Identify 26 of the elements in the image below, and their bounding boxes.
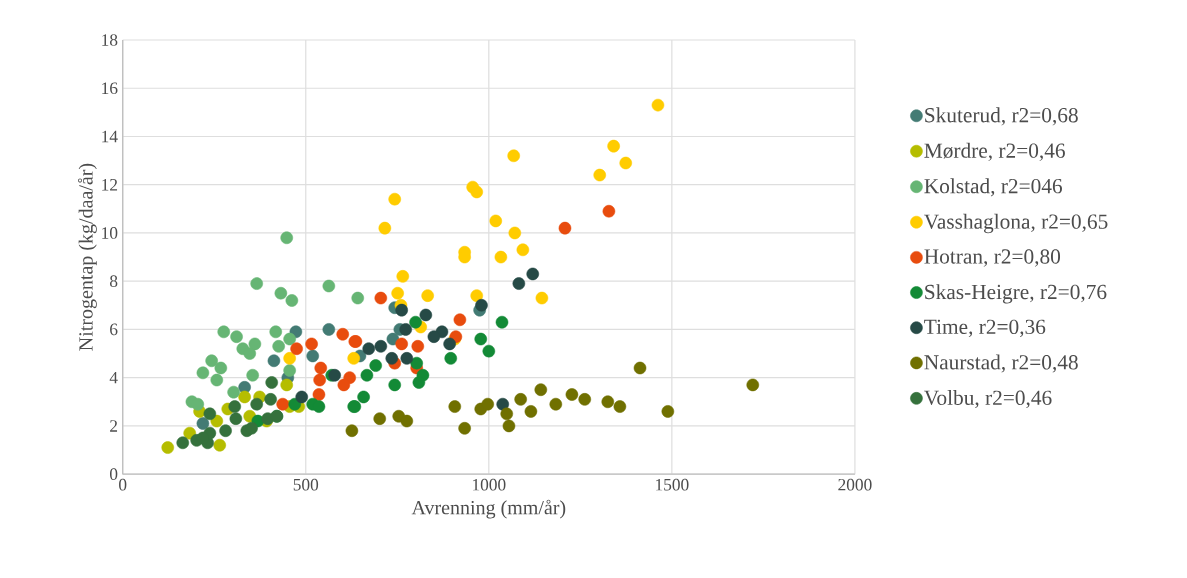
legend-label: Naurstad, r2=0,48 (924, 354, 1078, 373)
x-tick-label: 2000 (838, 478, 872, 491)
y-tick-label: 16 (102, 82, 118, 94)
legend-label: Hotran, r2=0,80 (924, 249, 1061, 267)
y-tick-label: 10 (102, 227, 118, 239)
legend-label: Volbu, r2=0,46 (924, 389, 1052, 408)
legend-label: Time, r2=0,36 (924, 319, 1046, 338)
y-axis-title: Nitrogentap (kg/daa/år) (78, 163, 97, 351)
y-tick-label: 0 (110, 468, 118, 480)
y-tick-label: 14 (102, 130, 118, 143)
y-tick-label: 6 (110, 323, 118, 336)
y-tick-label: 18 (102, 34, 118, 46)
legend-label: Skuterud, r2=0,68 (925, 107, 1078, 126)
y-tick-label: 8 (110, 275, 118, 287)
y-tick-label: 4 (109, 371, 118, 384)
x-tick-label: 1000 (473, 478, 506, 491)
x-tick-label: 500 (293, 478, 319, 491)
legend-label: Vasshaglona, r2=0,65 (924, 213, 1108, 234)
y-tick-label: 12 (102, 178, 118, 191)
x-axis-title: Avrenning (mm/år) (411, 499, 566, 519)
x-tick-label: 0 (119, 478, 127, 491)
legend-label: Mørdre, r2=0,46 (924, 142, 1065, 161)
x-tick-label: 1500 (656, 478, 689, 491)
legend-label: Kolstad, r2=046 (924, 178, 1063, 197)
legend-label: Skas-Heigre, r2=0,76 (925, 284, 1107, 304)
y-tick-label: 2 (110, 420, 118, 432)
